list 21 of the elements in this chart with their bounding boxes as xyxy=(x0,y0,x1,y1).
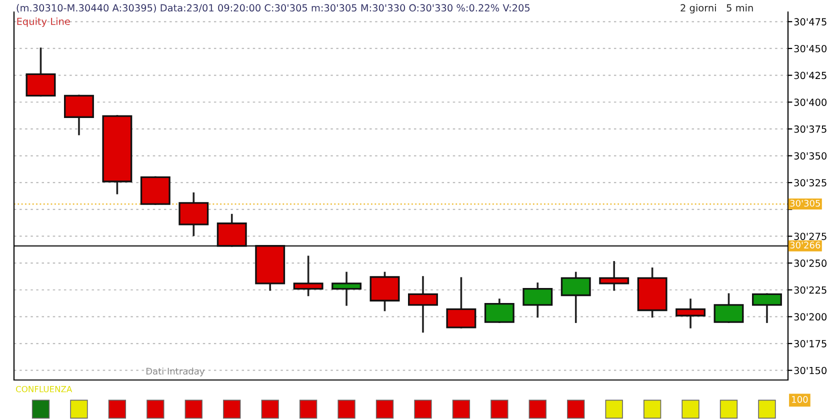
ref-line-label: 30'266 xyxy=(790,242,820,249)
y-tick-label: 30'375 xyxy=(794,125,826,133)
text: 100 xyxy=(792,396,808,403)
y-tick-label: 30'325 xyxy=(794,179,826,186)
y-tick-label: 30'400 xyxy=(794,98,827,106)
y-tick-label: 30'225 xyxy=(794,286,826,294)
y-tick-label: 30'475 xyxy=(794,18,826,26)
y-tick-label: 30'275 xyxy=(794,232,826,240)
y-tick-label: 30'175 xyxy=(794,340,826,348)
chart-title: (m.30310-M.30440 A:30395) Data:23/01 09:20:00 C:30'305 m:30'305 M:30'330 O:30'330 %:0.22% V:205 xyxy=(16,4,530,13)
y-tick-label: 30'450 xyxy=(794,44,827,52)
y-tick-label: 30'250 xyxy=(794,260,827,267)
text: CONFLUENZA xyxy=(16,386,72,392)
annotation: Dati Intraday xyxy=(146,368,204,376)
y-tick-label: 30'350 xyxy=(794,152,827,160)
y-tick-label: 30'150 xyxy=(794,366,827,374)
y-tick-label: 30'425 xyxy=(794,72,826,80)
ref-line-label: 30'305 xyxy=(790,200,820,207)
chart-subtitle: 2 giorni 5 min xyxy=(680,4,753,14)
y-tick-label: 30'200 xyxy=(794,313,827,321)
annotation: Equity Line xyxy=(17,18,70,27)
